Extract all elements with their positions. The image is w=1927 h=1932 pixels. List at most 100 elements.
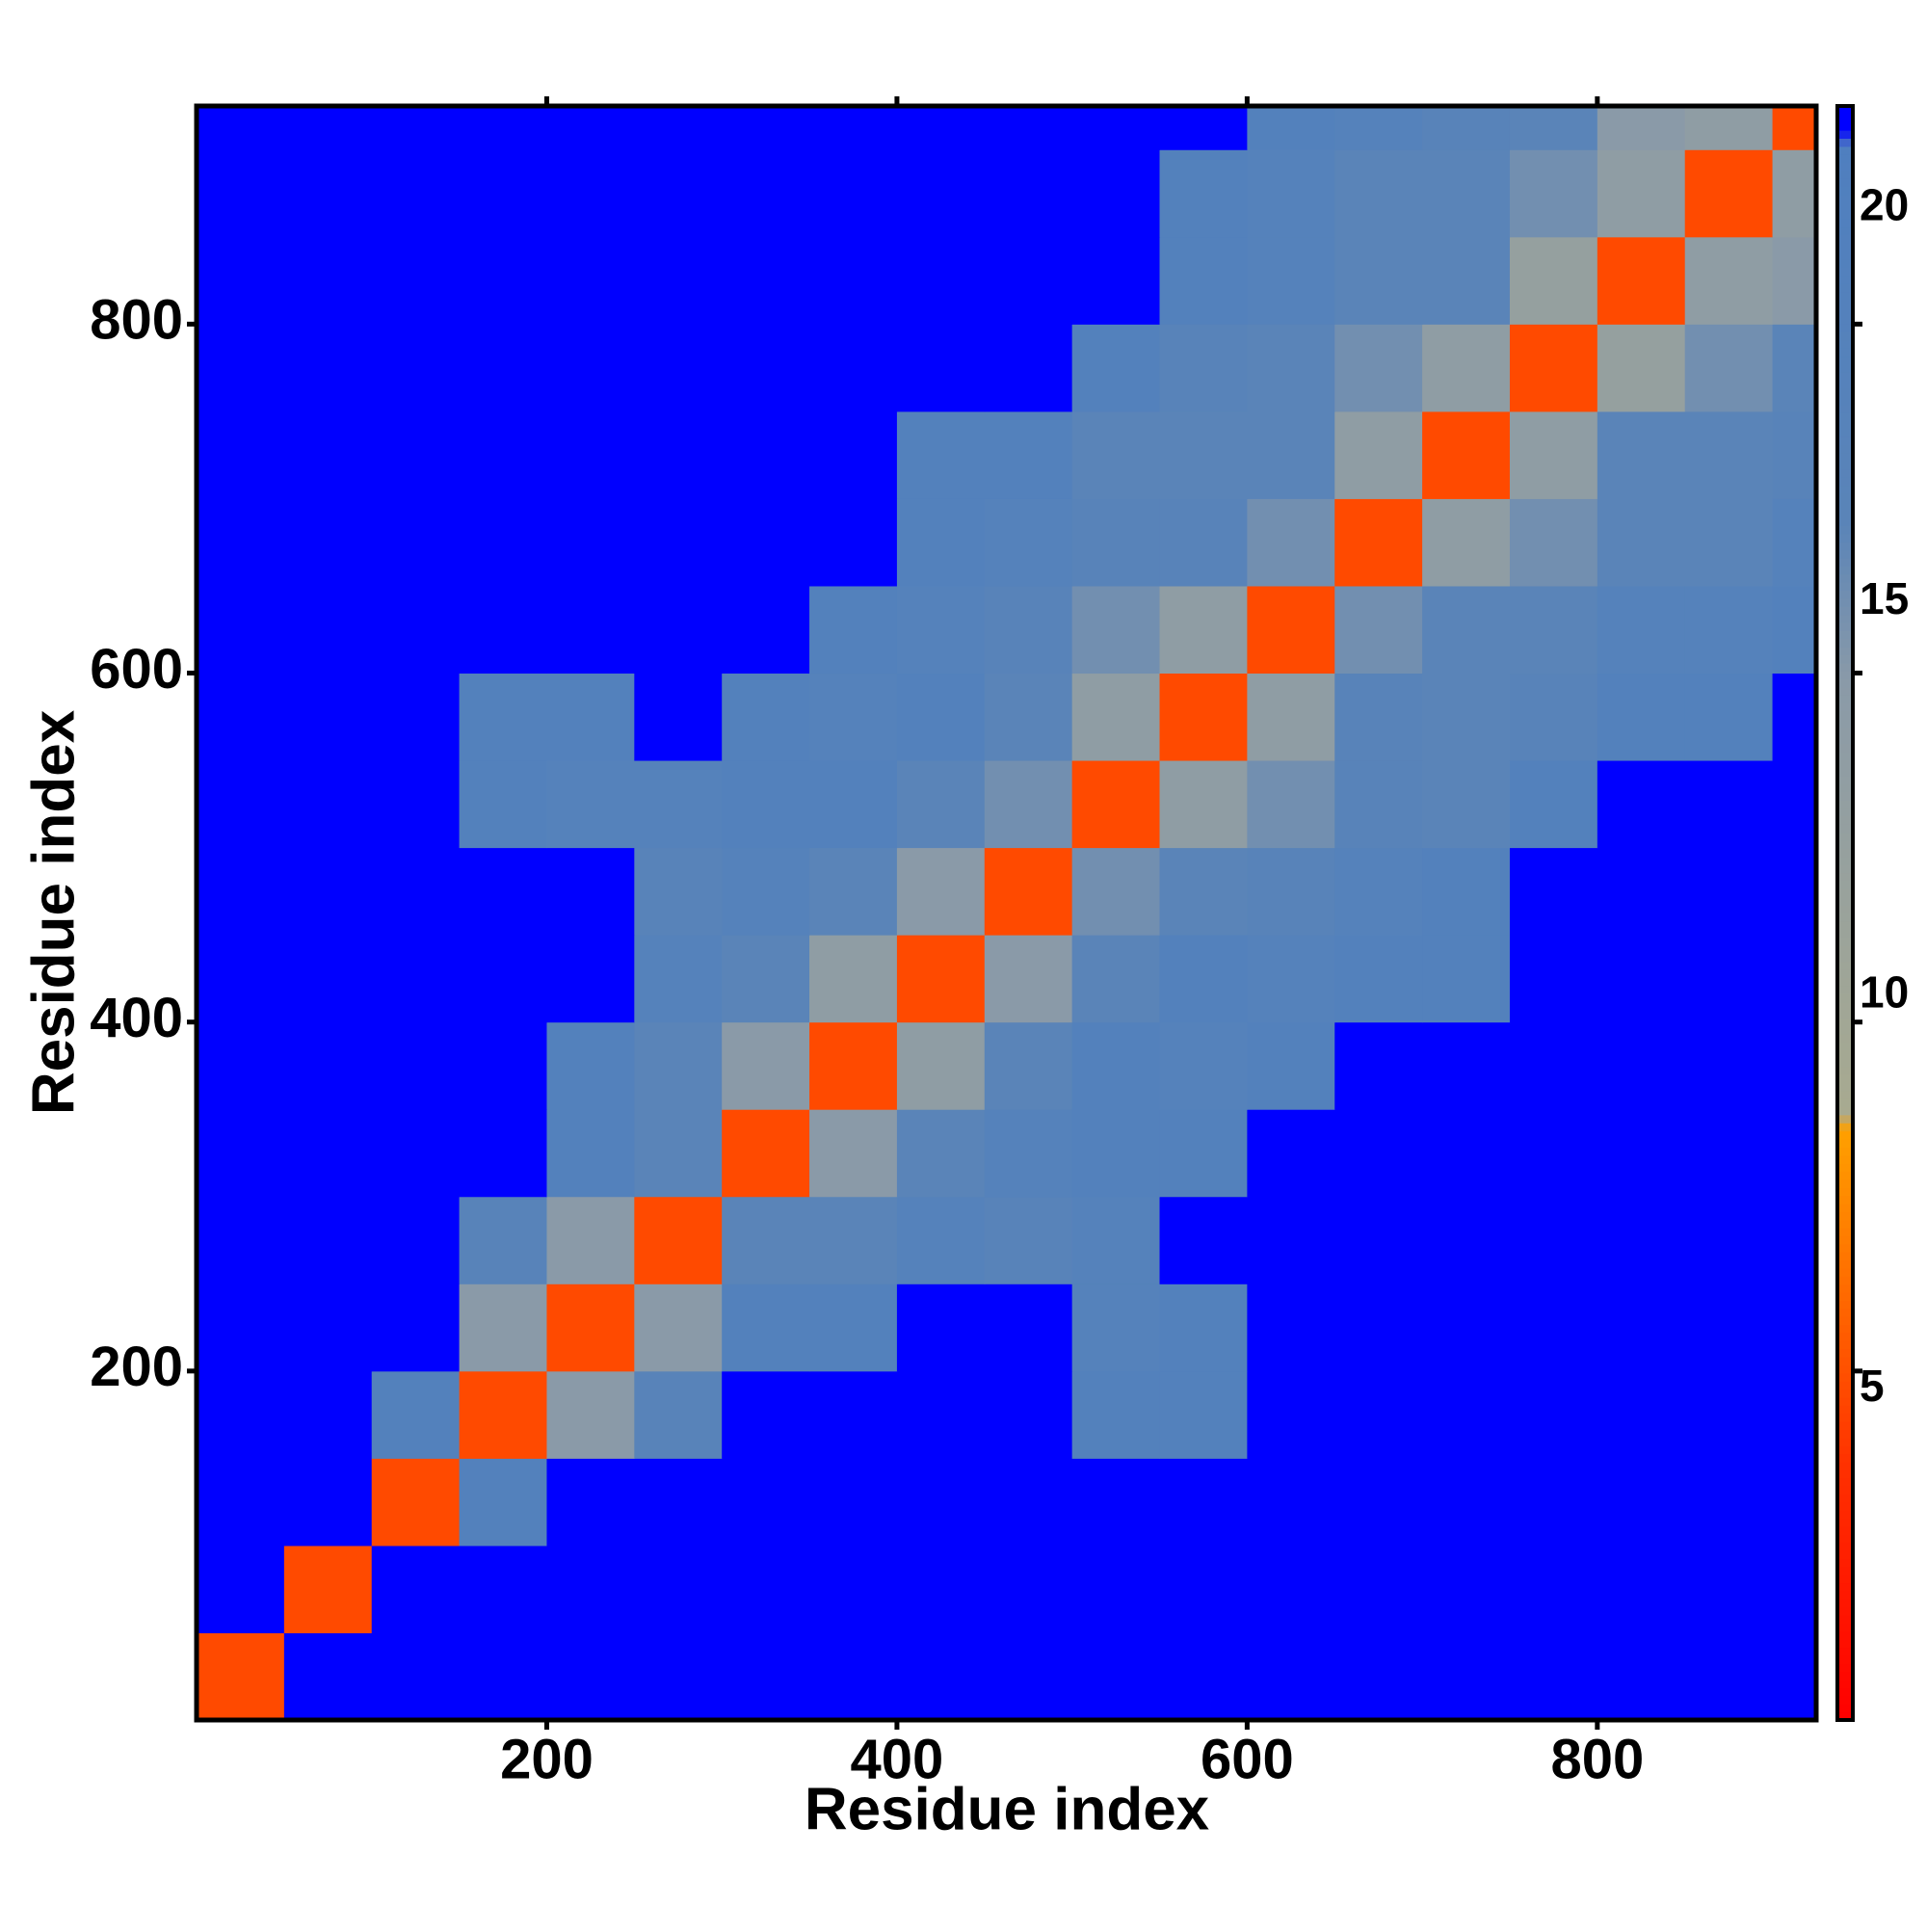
heatmap-cell [1071, 1545, 1161, 1633]
colorbar-segment [1837, 1364, 1853, 1374]
heatmap-cell [1684, 935, 1774, 1023]
heatmap-cell [546, 106, 635, 150]
heatmap-cell [1247, 1370, 1335, 1459]
colorbar-segment [1837, 202, 1853, 212]
heatmap-cell [634, 410, 723, 499]
heatmap-cell [1597, 1458, 1686, 1547]
colorbar-segment [1837, 800, 1853, 809]
colorbar-segment [1837, 1106, 1853, 1116]
colorbar-segment [1837, 267, 1853, 277]
heatmap-cell [634, 498, 723, 587]
heatmap-cell [459, 673, 547, 761]
heatmap-cell [1684, 1109, 1774, 1198]
heatmap-cell [1159, 1109, 1248, 1198]
heatmap-cell [634, 1196, 723, 1284]
colorbar-segment [1837, 573, 1853, 583]
heatmap-cell [546, 1632, 635, 1721]
heatmap-cell [1772, 1196, 1817, 1284]
heatmap-cell [1071, 324, 1161, 412]
heatmap-cell [809, 1284, 898, 1372]
heatmap-cell [283, 1284, 373, 1372]
heatmap-cell [283, 673, 373, 761]
heatmap-cell [896, 760, 986, 849]
y-tick-label: 800 [90, 289, 183, 352]
heatmap-cell [1159, 1545, 1248, 1633]
heatmap-cell [1159, 324, 1248, 412]
heatmap-cell [1334, 1021, 1423, 1110]
colorbar-segment [1837, 235, 1853, 244]
heatmap-cell [1247, 585, 1335, 675]
colorbar-segment [1837, 501, 1853, 511]
heatmap-cell [634, 149, 723, 238]
heatmap-cell [1159, 410, 1248, 499]
heatmap-cell [1071, 1370, 1161, 1459]
heatmap-cell [1597, 410, 1686, 499]
colorbar-segment [1837, 1711, 1853, 1721]
colorbar-segment [1837, 582, 1853, 591]
heatmap-cell [1071, 498, 1161, 587]
heatmap-cell [1509, 1458, 1598, 1547]
colorbar-segment [1837, 429, 1853, 437]
heatmap-cell [1509, 1109, 1598, 1198]
heatmap-cell [722, 498, 810, 587]
colorbar-segment [1837, 1558, 1853, 1568]
heatmap-cell [809, 498, 898, 587]
heatmap-cell [197, 498, 285, 587]
heatmap-cell [197, 585, 285, 675]
heatmap-cell [1422, 1632, 1511, 1721]
heatmap-cell [1247, 935, 1335, 1023]
heatmap-cell [1509, 847, 1598, 936]
colorbar-segment [1837, 735, 1853, 745]
heatmap-cell [546, 585, 635, 675]
colorbar-segment [1837, 977, 1853, 987]
heatmap-cell [1509, 760, 1598, 849]
heatmap-cell [1159, 1284, 1248, 1372]
heatmap-cell [546, 149, 635, 238]
heatmap-cell [1509, 935, 1598, 1023]
heatmap-cell [1597, 935, 1686, 1023]
heatmap-cell [984, 498, 1073, 587]
heatmap-cell [1509, 585, 1598, 675]
colorbar-segment [1837, 1477, 1853, 1487]
colorbar-segment [1837, 840, 1853, 849]
heatmap-cell [197, 410, 285, 499]
colorbar-segment [1837, 848, 1853, 858]
colorbar-segment [1837, 1372, 1853, 1382]
heatmap-cell [984, 1458, 1073, 1547]
heatmap-cell [1772, 324, 1817, 412]
colorbar-segment [1837, 654, 1853, 664]
heatmap-cell [371, 1021, 461, 1110]
heatmap-cell [1422, 585, 1511, 675]
heatmap-cell [634, 236, 723, 325]
heatmap-cell [1509, 498, 1598, 587]
heatmap-cell [1071, 149, 1161, 238]
heatmap-cell [1071, 1021, 1161, 1110]
colorbar-segment [1837, 1139, 1853, 1148]
heatmap-cell [1684, 498, 1774, 587]
colorbar-segment [1837, 1114, 1853, 1124]
heatmap-cell [1597, 236, 1686, 325]
colorbar-segment [1837, 1647, 1853, 1656]
heatmap-cell [1159, 760, 1248, 849]
heatmap-cell [896, 585, 986, 675]
x-axis-title: Residue index [805, 1776, 1210, 1842]
colorbar-segment [1837, 702, 1853, 712]
colorbar-segment [1837, 477, 1853, 487]
heatmap-cell [984, 1545, 1073, 1633]
colorbar-segment [1837, 1252, 1853, 1261]
colorbar-segment [1837, 186, 1853, 196]
colorbar-segment [1837, 888, 1853, 898]
heatmap-cell [984, 673, 1073, 761]
colorbar-segment [1837, 1284, 1853, 1293]
heatmap-cell [896, 673, 986, 761]
colorbar-segment [1837, 1324, 1853, 1334]
heatmap-cell [459, 1632, 547, 1721]
colorbar-segment [1837, 1018, 1853, 1027]
heatmap-cell [1334, 149, 1423, 238]
colorbar-segment [1837, 1494, 1853, 1503]
colorbar-segment [1837, 1010, 1853, 1019]
heatmap-cell [722, 1458, 810, 1547]
colorbar-tick-label: 10 [1860, 966, 1909, 1017]
colorbar-segment [1837, 783, 1853, 793]
heatmap-cell [1597, 1021, 1686, 1110]
